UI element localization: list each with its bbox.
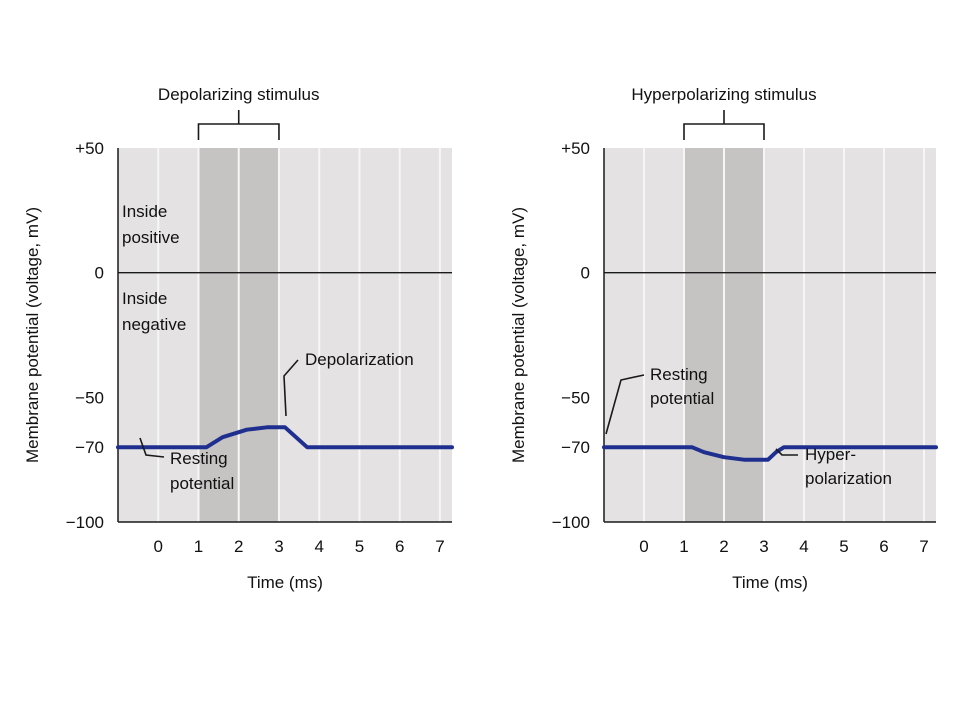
stimulus-bracket — [197, 110, 280, 140]
x-tick-label: 3 — [759, 537, 768, 556]
membrane-potential-line — [116, 425, 454, 450]
y-tick-label: +50 — [561, 139, 590, 158]
plot-background — [604, 148, 936, 522]
annotation-leader — [283, 359, 299, 417]
annotation-label: Hyper- — [805, 445, 856, 464]
annotation-label: polarization — [805, 469, 892, 488]
chart-panel-1: Depolarizing stimulus +50 0 −50 −70 −100 0 1 2 3 4… — [23, 85, 454, 592]
x-tick-label: 2 — [719, 537, 728, 556]
y-tick-label: −50 — [561, 388, 590, 407]
x-tick-label: 5 — [355, 537, 364, 556]
x-tick-label: 6 — [879, 537, 888, 556]
region-label: Inside — [122, 289, 167, 308]
stimulus-bracket — [683, 110, 765, 140]
annotation-label: potential — [170, 474, 234, 493]
y-tick-label: −70 — [75, 438, 104, 457]
y-tick-label: −70 — [561, 438, 590, 457]
x-tick-label: 7 — [919, 537, 928, 556]
x-tick-label: 4 — [314, 537, 323, 556]
stimulus-label: Hyperpolarizing stimulus — [631, 85, 816, 104]
y-tick-label: +50 — [75, 139, 104, 158]
stimulus-label: Depolarizing stimulus — [158, 85, 320, 104]
y-tick-label: −100 — [66, 513, 104, 532]
x-axis-title: Time (ms) — [247, 573, 323, 592]
x-tick-label: 3 — [274, 537, 283, 556]
annotation-leader — [605, 374, 645, 435]
region-label: negative — [122, 315, 186, 334]
annotation-label: Resting — [650, 365, 708, 384]
x-tick-label: 4 — [799, 537, 808, 556]
y-tick-label: 0 — [581, 264, 590, 283]
x-tick-label: 0 — [639, 537, 648, 556]
membrane-potential-line — [602, 445, 938, 462]
region-label: positive — [122, 228, 180, 247]
x-axis-title: Time (ms) — [732, 573, 808, 592]
y-tick-label: −50 — [75, 388, 104, 407]
y-tick-label: 0 — [95, 264, 104, 283]
region-label: Inside — [122, 202, 167, 221]
x-tick-label: 1 — [194, 537, 203, 556]
chart-panel-2: Hyperpolarizing stimulus +50 0 −50 −70 −100 0 1… — [509, 85, 938, 592]
x-tick-label: 7 — [435, 537, 444, 556]
annotation-leader — [139, 437, 165, 458]
annotation-leader — [775, 448, 798, 456]
x-tick-label: 2 — [234, 537, 243, 556]
annotation-label: Resting — [170, 449, 228, 468]
x-tick-label: 1 — [679, 537, 688, 556]
y-axis-title: Membrane potential (voltage, mV) — [509, 207, 528, 463]
x-tick-label: 5 — [839, 537, 848, 556]
y-axis-title: Membrane potential (voltage, mV) — [23, 207, 42, 463]
y-tick-label: −100 — [552, 513, 590, 532]
plot-background — [118, 148, 452, 522]
x-tick-label: 0 — [154, 537, 163, 556]
x-tick-label: 6 — [395, 537, 404, 556]
annotation-label: Depolarization — [305, 350, 414, 369]
annotation-label: potential — [650, 389, 714, 408]
